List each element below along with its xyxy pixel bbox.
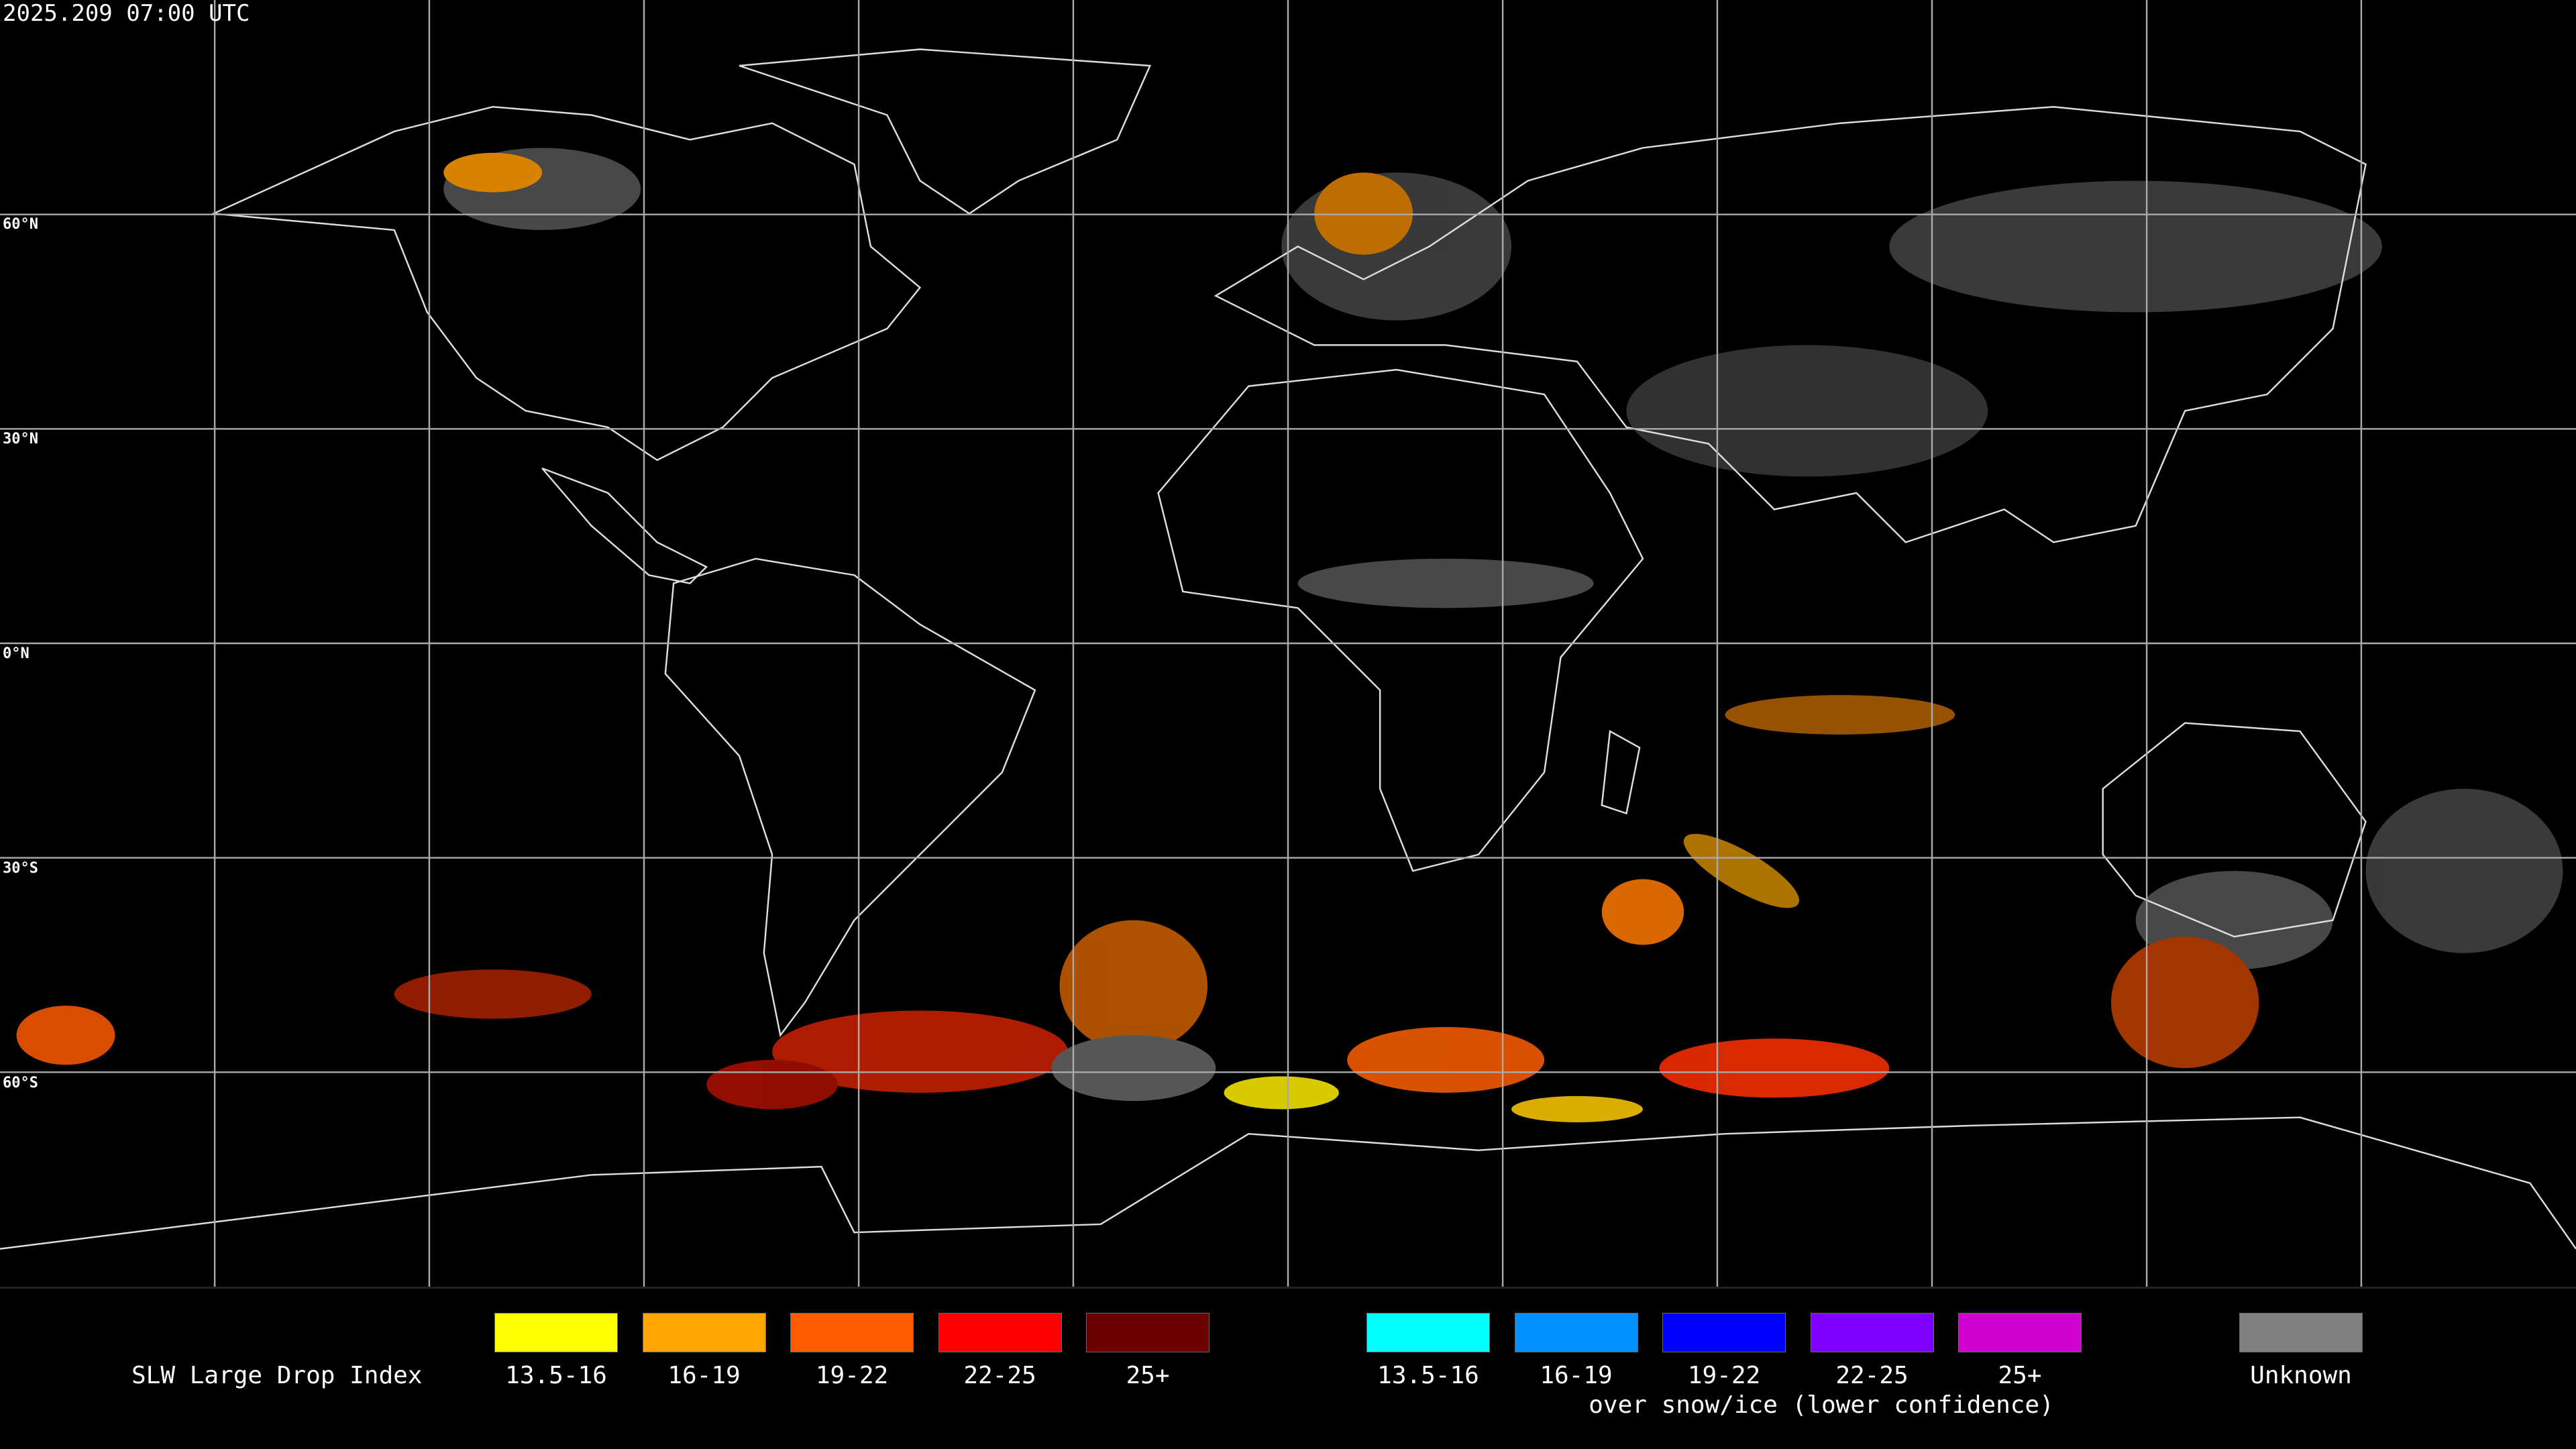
legend-label: 19-22 [1687, 1362, 1761, 1389]
separator [0, 1287, 2576, 1289]
legend-swatch [1086, 1313, 1210, 1352]
latitude-label: 60°N [3, 216, 38, 233]
latitude-label: 30°N [3, 431, 38, 447]
legend-swatch [1810, 1313, 1934, 1352]
legend-caption: over snow/ice (lower confidence) [1589, 1391, 2054, 1419]
legend-swatch [2239, 1313, 2363, 1352]
legend-label: 22-25 [963, 1362, 1036, 1389]
legend-label: 19-22 [815, 1362, 889, 1389]
latitude-label: 60°S [3, 1075, 38, 1091]
legend-swatch [1366, 1313, 1490, 1352]
legend-title: SLW Large Drop Index [131, 1362, 423, 1389]
legend-label: 16-19 [1540, 1362, 1613, 1389]
legend-swatch [1662, 1313, 1786, 1352]
legend-label: Unknown [2250, 1362, 2352, 1389]
legend-label: 16-19 [667, 1362, 741, 1389]
timestamp: 2025.209 07:00 UTC [3, 0, 250, 27]
coastlines [0, 48, 2576, 1250]
latitude-label: 30°S [3, 860, 38, 877]
legend-swatch [938, 1313, 1062, 1352]
legend-label: 22-25 [1835, 1362, 1909, 1389]
legend-swatch [1514, 1313, 1638, 1352]
legend-label: 13.5-16 [505, 1362, 607, 1389]
legend-label: 25+ [1998, 1362, 2042, 1389]
cloud-field [16, 148, 2563, 1123]
legend-swatch [1958, 1313, 2082, 1352]
legend-swatch [642, 1313, 766, 1352]
legend-swatch [790, 1313, 914, 1352]
legend-label: 25+ [1126, 1362, 1170, 1389]
legend-label: 13.5-16 [1377, 1362, 1479, 1389]
latitude-label: 0°N [3, 645, 30, 662]
graticule [0, 0, 2576, 1287]
legend-swatch [494, 1313, 618, 1352]
map [0, 0, 2576, 1287]
